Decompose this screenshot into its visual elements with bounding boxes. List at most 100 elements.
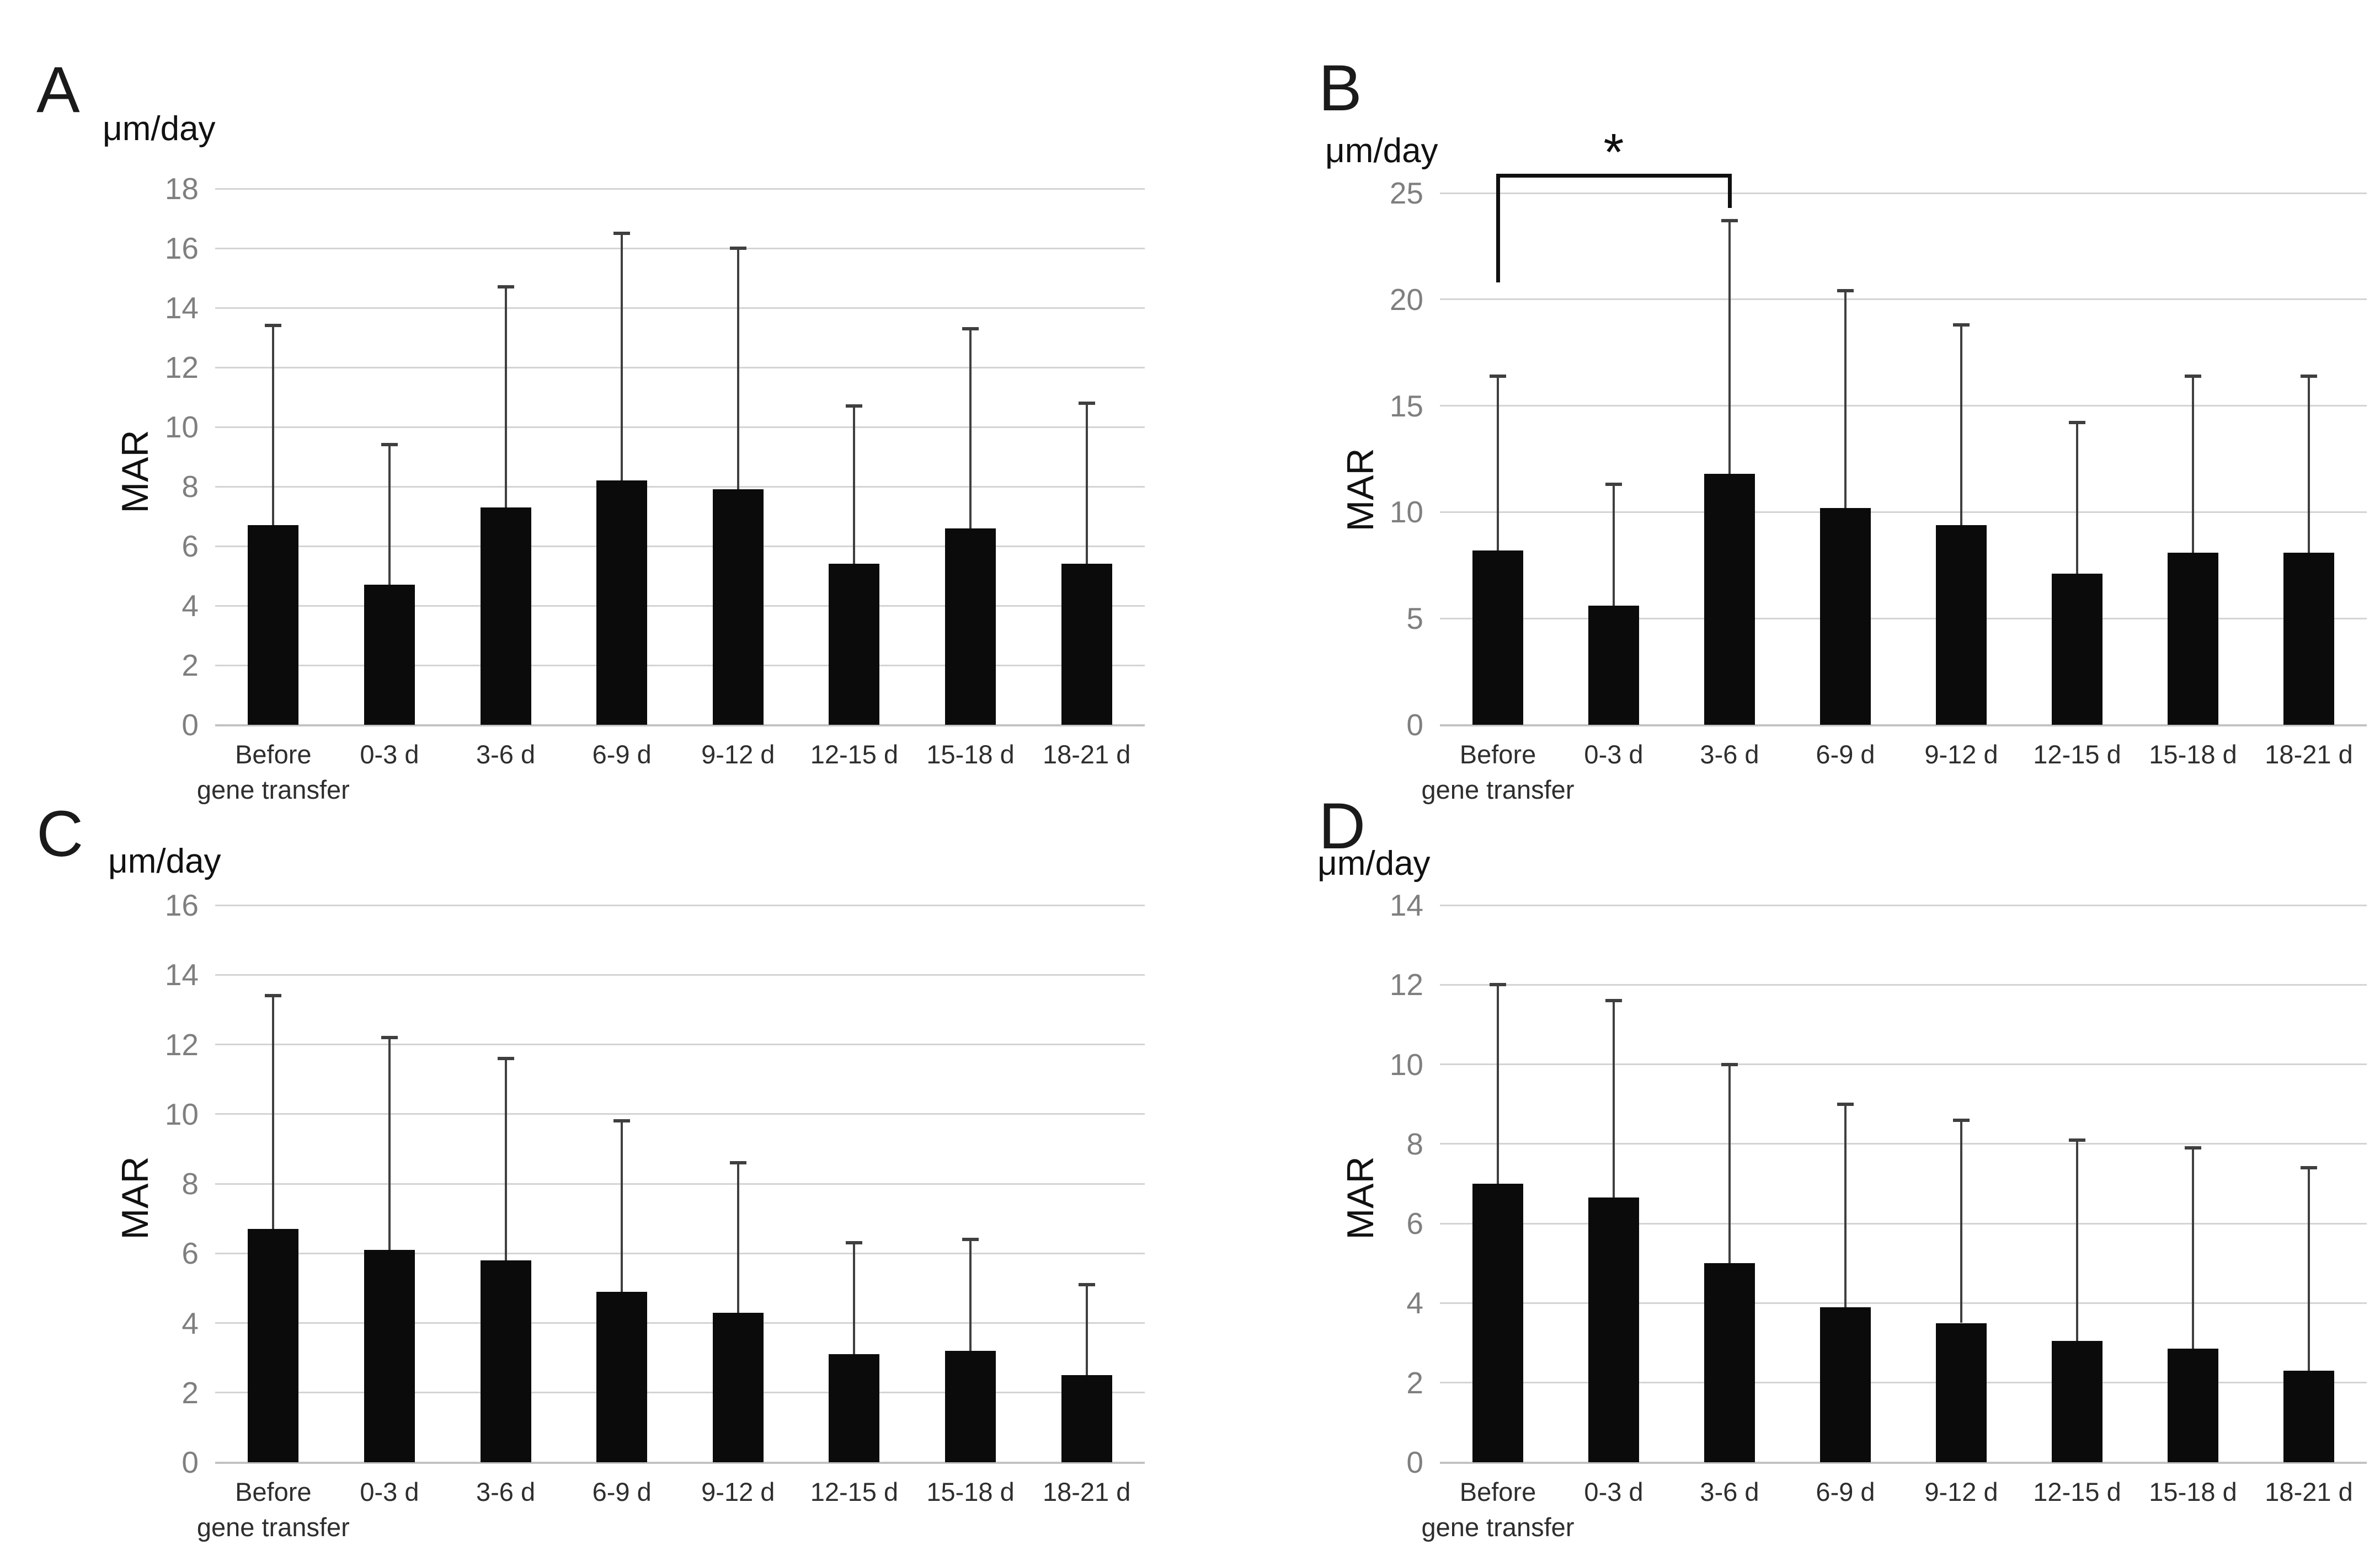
- error-bar-cap: [1490, 374, 1506, 378]
- x-category-label-line: 12-15 d: [810, 740, 899, 769]
- x-category-label: Before gene transfer: [1422, 737, 1575, 808]
- x-category-label: 3-6 d: [476, 737, 535, 772]
- y-tick-label: 0: [1406, 1445, 1423, 1479]
- y-tick-label: 4: [1406, 1286, 1423, 1321]
- bar: [1704, 473, 1755, 725]
- error-bar-line: [2308, 376, 2310, 553]
- error-bar-line: [1085, 403, 1088, 564]
- error-bar-line: [1497, 376, 1499, 550]
- panel-letter: A: [36, 54, 81, 126]
- x-category-label: Before gene transfer: [197, 737, 350, 808]
- x-category-label: 6-9 d: [593, 1474, 652, 1510]
- bar: [248, 1229, 299, 1462]
- x-category-label-line: 15-18 d: [926, 740, 1015, 769]
- error-bar-cap: [962, 327, 979, 330]
- y-tick-label: 12: [1389, 967, 1423, 1002]
- y-tick-label: 16: [164, 888, 199, 922]
- error-bar-line: [1844, 291, 1847, 508]
- panel-C: C μm/day MAR 16 14 12 10 8 6 4 2 0 Before gene tra…: [0, 789, 1192, 1542]
- bar: [480, 507, 531, 725]
- panel-D: D μm/day MAR 14 12 10 8 6 4 2 0 Before gene trans…: [1285, 789, 2380, 1542]
- gridline: [215, 605, 1145, 607]
- error-bar-cap: [2069, 421, 2085, 425]
- x-category-label-line: Before: [1459, 740, 1536, 769]
- x-category-label: 9-12 d: [701, 1474, 775, 1510]
- error-bar-cap: [962, 1238, 979, 1241]
- y-tick-label: 15: [1389, 388, 1423, 423]
- error-bar-cap: [2301, 1166, 2317, 1170]
- x-category-label-line: 12-15 d: [2033, 740, 2121, 769]
- y-tick-label: 12: [164, 350, 199, 384]
- x-axis-baseline: [1440, 1461, 2367, 1464]
- x-category-label-line: 6-9 d: [1816, 1477, 1875, 1506]
- gridline: [215, 426, 1145, 428]
- error-bar-cap: [1078, 401, 1095, 405]
- y-tick-label: 8: [1406, 1126, 1423, 1161]
- gridline: [1440, 904, 2367, 906]
- gridline: [1440, 617, 2367, 619]
- x-category-label-line: Before: [235, 1477, 312, 1506]
- error-bar-cap: [846, 404, 863, 408]
- bar: [1472, 550, 1523, 725]
- bar: [596, 1291, 648, 1462]
- panel-B: B μm/day MAR 25 20 15 10 5 0 Before gene transf…: [1285, 0, 2380, 804]
- x-category-label-line: 15-18 d: [2149, 1477, 2237, 1506]
- bar: [1820, 1307, 1871, 1462]
- error-bar-cap: [1953, 323, 1970, 327]
- x-category-label: 3-6 d: [1700, 737, 1759, 772]
- x-category-label-line: gene transfer: [196, 1512, 350, 1542]
- error-bar-cap: [613, 232, 631, 235]
- gridline: [215, 366, 1145, 368]
- x-category-label-line: 3-6 d: [476, 740, 536, 769]
- gridline: [215, 974, 1145, 976]
- x-category-label: 15-18 d: [926, 737, 1014, 772]
- error-bar-cap: [1078, 1283, 1095, 1287]
- bar: [2168, 552, 2218, 725]
- x-axis-baseline: [1440, 724, 2367, 726]
- x-category-label: 18-21 d: [1043, 1474, 1130, 1510]
- panel-letter: D: [1319, 790, 1367, 863]
- bar: [248, 525, 299, 725]
- x-category-label: 0-3 d: [360, 737, 419, 772]
- y-tick-label: 4: [182, 589, 199, 623]
- x-category-label: 9-12 d: [1924, 1474, 1998, 1510]
- error-bar-line: [1613, 484, 1615, 606]
- x-category-label-line: 6-9 d: [592, 740, 652, 769]
- x-category-label-line: 9-12 d: [701, 740, 775, 769]
- bar: [1472, 1184, 1523, 1462]
- error-bar-cap: [613, 1119, 631, 1123]
- error-bar-line: [504, 287, 507, 507]
- x-category-label-line: 18-21 d: [1042, 740, 1131, 769]
- error-bar-line: [969, 328, 972, 528]
- y-tick-label: 16: [164, 231, 199, 265]
- x-category-label-line: gene transfer: [1421, 1512, 1575, 1542]
- error-bar-line: [1960, 325, 1962, 525]
- x-category-label: 6-9 d: [1816, 1474, 1875, 1510]
- error-bar-cap: [2185, 374, 2201, 378]
- error-bar-line: [2192, 376, 2194, 553]
- y-axis-unit-label: μm/day: [1325, 132, 1438, 170]
- plot-area: 14 12 10 8 6 4 2 0 Before gene transfer 0-3 d 3-6 d…: [1285, 789, 2380, 1542]
- error-bar-cap: [1953, 1118, 1970, 1122]
- error-bar-line: [2076, 1140, 2078, 1341]
- x-category-label-line: 0-3 d: [1584, 740, 1643, 769]
- y-tick-label: 10: [1389, 1047, 1423, 1082]
- x-axis-baseline: [215, 1461, 1145, 1464]
- bar: [712, 1312, 764, 1462]
- x-category-label-line: 0-3 d: [360, 1477, 419, 1506]
- error-bar-line: [1844, 1104, 1847, 1307]
- error-bar-cap: [2301, 374, 2317, 378]
- x-category-label-line: 3-6 d: [476, 1477, 536, 1506]
- error-bar-line: [1960, 1120, 1962, 1323]
- error-bar-line: [621, 233, 623, 481]
- bar: [1061, 1375, 1112, 1462]
- error-bar-cap: [497, 1056, 514, 1060]
- bar: [364, 585, 415, 725]
- error-bar-cap: [381, 1035, 398, 1039]
- x-category-label: 15-18 d: [2149, 1474, 2237, 1510]
- bar: [945, 528, 996, 725]
- x-category-label-line: 0-3 d: [1584, 1477, 1643, 1506]
- y-tick-label: 0: [1406, 708, 1423, 742]
- y-tick-label: 8: [182, 1167, 199, 1201]
